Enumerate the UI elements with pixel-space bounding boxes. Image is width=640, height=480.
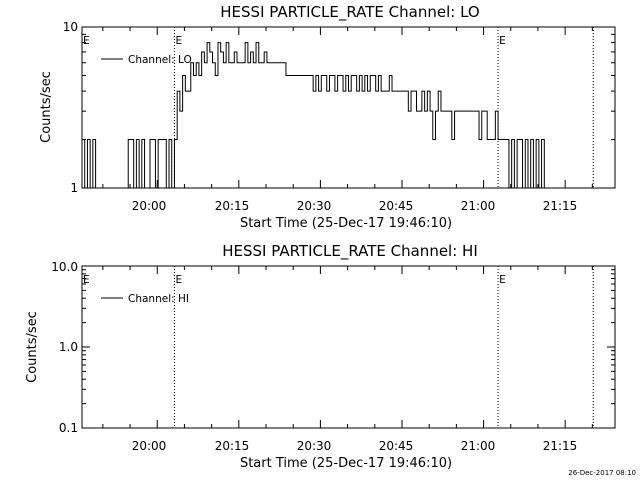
panel-lo-xtick-label: 21:15 xyxy=(543,199,578,213)
panel-lo-ticks xyxy=(82,26,615,189)
panel-lo-ytick-label: 10 xyxy=(63,20,78,34)
panel-hi-ytick-label: 0.1 xyxy=(59,421,78,435)
panel-hi-xtick-label: 21:15 xyxy=(543,439,578,453)
panel-lo-xtick-label: 21:00 xyxy=(461,199,496,213)
panel-lo-ytick-labels: 1 10 xyxy=(63,20,78,195)
panel-lo-xlabel: Start Time (25-Dec-17 19:46:10) xyxy=(240,216,452,231)
panel-hi-xtick-label: 20:15 xyxy=(215,439,250,453)
panel-hi-xtick-label: 20:30 xyxy=(297,439,332,453)
panel-hi-title: HESSI PARTICLE_RATE Channel: HI xyxy=(222,242,478,261)
panel-hi-ytick-label: 1.0 xyxy=(59,340,78,354)
panel-lo-xtick-label: 20:45 xyxy=(379,199,414,213)
panel-lo-event-marker-label: E xyxy=(175,35,182,47)
panel-lo-legend: Channel: LO xyxy=(101,54,192,66)
panel-hi-ticks xyxy=(82,265,615,429)
panel-hi: HESSI PARTICLE_RATE Channel: HI Counts/s… xyxy=(25,242,616,471)
panel-hi-event-marker-label: E xyxy=(175,274,182,286)
panel-hi-edge-e-label: E xyxy=(83,274,90,286)
panel-hi-xtick-label: 20:45 xyxy=(379,439,414,453)
panel-hi-xtick-label: 20:00 xyxy=(132,439,167,453)
panel-lo-ytick-label: 1 xyxy=(70,181,78,195)
panel-hi-legend: Channel: HI xyxy=(101,293,189,305)
panel-lo-xtick-label: 20:30 xyxy=(297,199,332,213)
panel-lo-event-marker-label: E xyxy=(499,35,506,47)
panel-lo: HESSI PARTICLE_RATE Channel: LO Counts/s… xyxy=(39,3,616,231)
panel-hi-frame xyxy=(81,265,616,429)
panel-lo-ylabel: Counts/sec xyxy=(39,71,54,143)
panel-lo-frame xyxy=(81,26,616,189)
panel-hi-xlabel: Start Time (25-Dec-17 19:46:10) xyxy=(240,456,452,471)
panel-lo-edge-e-label: E xyxy=(83,35,90,47)
footer-timestamp: 26-Dec-2017 08:10 xyxy=(568,469,636,477)
legend-label-hi: Channel: HI xyxy=(128,293,189,305)
panel-lo-xtick-label: 20:00 xyxy=(132,199,167,213)
panel-hi-xtick-label: 21:00 xyxy=(461,439,496,453)
panel-lo-xtick-label: 20:15 xyxy=(215,199,250,213)
panel-hi-event-marker-label: E xyxy=(499,274,506,286)
panel-hi-ytick-label: 10.0 xyxy=(51,260,78,274)
panel-lo-xtick-labels: 20:00 20:15 20:30 20:45 21:00 21:15 xyxy=(132,199,578,213)
panel-hi-ylabel: Counts/sec xyxy=(25,311,40,383)
series-line-lo xyxy=(82,42,572,189)
panel-lo-title: HESSI PARTICLE_RATE Channel: LO xyxy=(220,3,479,22)
legend-label-lo: Channel: LO xyxy=(128,54,192,66)
panel-hi-ytick-labels: 0.1 1.0 10.0 xyxy=(51,260,78,435)
panel-hi-xtick-labels: 20:00 20:15 20:30 20:45 21:00 21:15 xyxy=(132,439,578,453)
